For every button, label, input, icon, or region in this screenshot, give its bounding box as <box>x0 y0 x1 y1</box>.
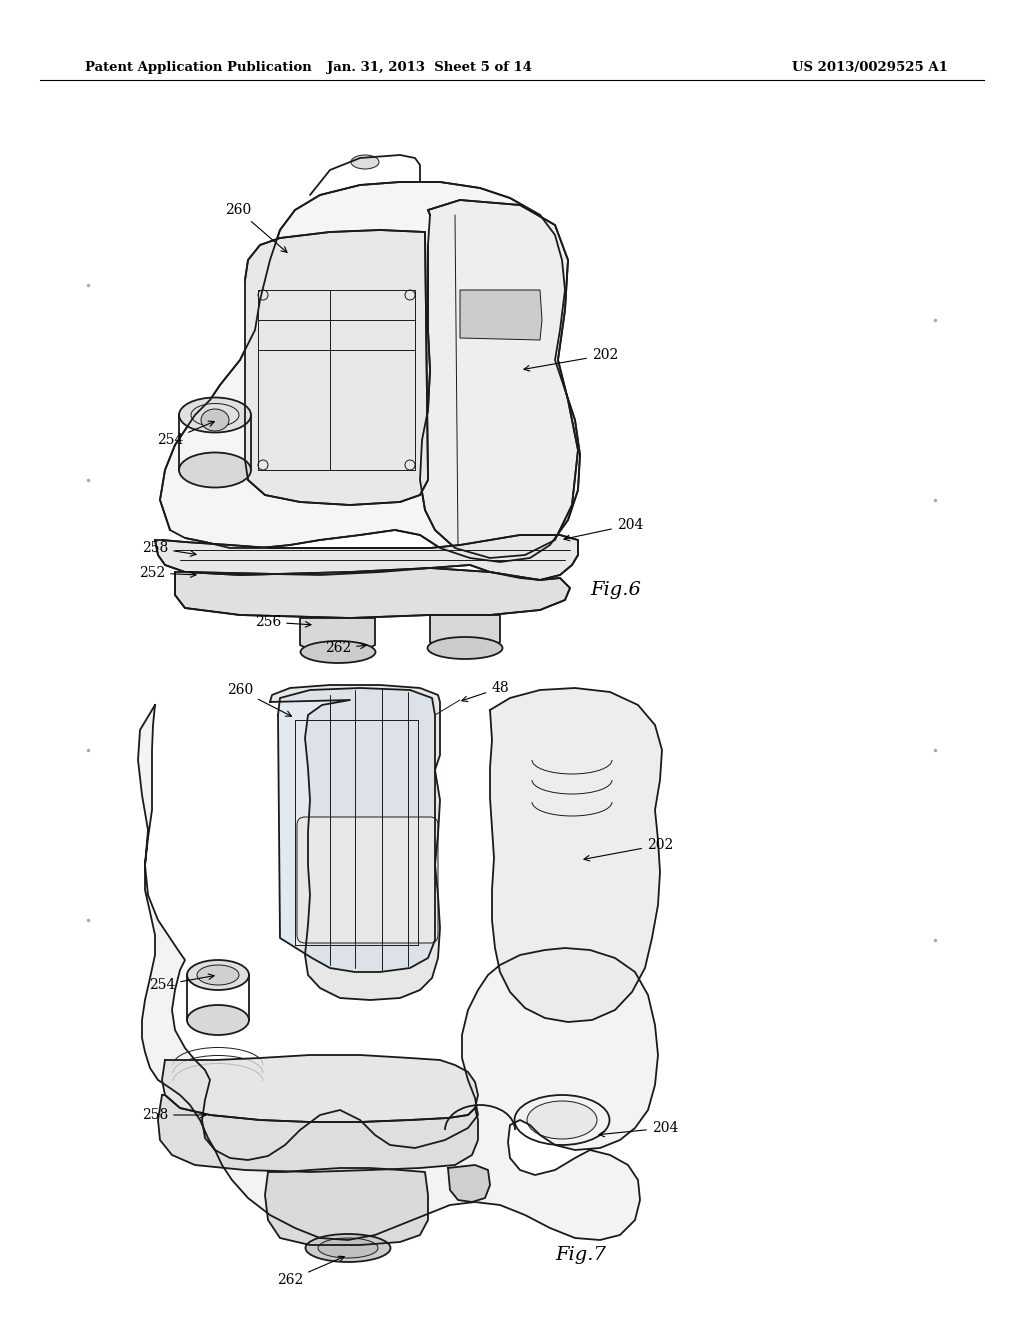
Text: 204: 204 <box>564 517 643 541</box>
Polygon shape <box>245 230 428 506</box>
Text: 254: 254 <box>157 421 214 447</box>
Polygon shape <box>430 615 500 648</box>
Ellipse shape <box>187 1005 249 1035</box>
Polygon shape <box>162 1055 478 1122</box>
Text: 252: 252 <box>139 566 196 579</box>
Ellipse shape <box>527 1101 597 1139</box>
Text: 262: 262 <box>276 1257 344 1287</box>
Text: 254: 254 <box>148 974 214 993</box>
Ellipse shape <box>187 960 249 990</box>
Polygon shape <box>158 1096 478 1172</box>
Polygon shape <box>265 1168 428 1245</box>
Polygon shape <box>490 688 662 1022</box>
Text: Patent Application Publication: Patent Application Publication <box>85 62 311 74</box>
Text: 260: 260 <box>227 682 292 717</box>
Text: Fig.6: Fig.6 <box>590 581 641 599</box>
Ellipse shape <box>179 453 251 487</box>
Text: Fig.7: Fig.7 <box>555 1246 606 1265</box>
Ellipse shape <box>351 154 379 169</box>
Polygon shape <box>278 688 435 972</box>
FancyBboxPatch shape <box>297 817 438 942</box>
Text: 204: 204 <box>599 1121 678 1137</box>
Ellipse shape <box>305 1234 390 1262</box>
Text: 260: 260 <box>225 203 287 252</box>
Text: 202: 202 <box>584 838 673 861</box>
Polygon shape <box>175 568 570 618</box>
Text: US 2013/0029525 A1: US 2013/0029525 A1 <box>792 62 948 74</box>
Ellipse shape <box>179 397 251 433</box>
Ellipse shape <box>197 965 239 985</box>
Text: 258: 258 <box>142 1107 206 1122</box>
Ellipse shape <box>318 1238 378 1258</box>
Polygon shape <box>155 535 578 579</box>
Polygon shape <box>300 618 375 649</box>
Text: 48: 48 <box>462 681 509 702</box>
Polygon shape <box>460 290 542 341</box>
Ellipse shape <box>427 638 503 659</box>
Text: 256: 256 <box>255 615 311 630</box>
Polygon shape <box>420 201 578 558</box>
Text: Jan. 31, 2013  Sheet 5 of 14: Jan. 31, 2013 Sheet 5 of 14 <box>328 62 532 74</box>
Text: 262: 262 <box>325 642 366 655</box>
Ellipse shape <box>201 409 229 432</box>
Polygon shape <box>160 182 580 562</box>
Text: 202: 202 <box>524 348 618 371</box>
Text: 258: 258 <box>142 541 196 556</box>
Polygon shape <box>138 705 658 1239</box>
Ellipse shape <box>300 642 376 663</box>
Polygon shape <box>449 1166 490 1203</box>
Polygon shape <box>270 685 440 1001</box>
